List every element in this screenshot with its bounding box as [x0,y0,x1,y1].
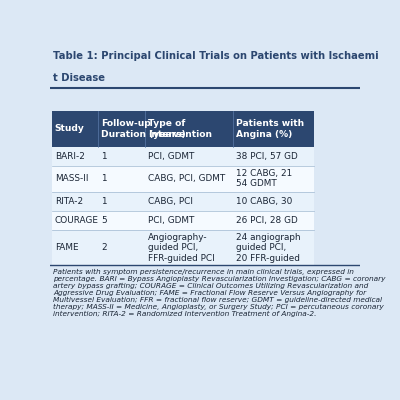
Text: 1: 1 [101,174,107,183]
Bar [52,192,314,211]
Bar [50,48,360,88]
Text: 5: 5 [101,216,107,225]
Bar [52,166,314,192]
Bar [52,146,314,166]
Text: CABG, PCI: CABG, PCI [148,197,193,206]
Bar [52,111,98,146]
Text: Table 1: Principal Clinical Trials on Patients with Ischaemi: Table 1: Principal Clinical Trials on Pa… [53,51,379,61]
Text: Type of
Intervention: Type of Intervention [148,119,212,138]
Text: t Disease: t Disease [53,73,105,83]
Bar [52,230,314,266]
Text: COURAGE: COURAGE [55,216,99,225]
Text: 1: 1 [101,152,107,161]
Bar [98,111,144,146]
Text: Patients with symptom persistence/recurrence in main clinical trials, expressed : Patients with symptom persistence/recurr… [53,268,386,318]
Text: 38 PCI, 57 GD: 38 PCI, 57 GD [236,152,298,161]
Text: 2: 2 [101,243,107,252]
Text: RITA-2: RITA-2 [55,197,83,206]
Text: 1: 1 [101,197,107,206]
Text: 10 CABG, 30: 10 CABG, 30 [236,197,292,206]
Bar [144,111,233,146]
Text: PCI, GDMT: PCI, GDMT [148,152,194,161]
Text: FAME: FAME [55,243,78,252]
Text: Angiography-
guided PCI,
FFR-guided PCI: Angiography- guided PCI, FFR-guided PCI [148,233,214,263]
Bar [233,111,314,146]
Text: Study: Study [55,124,84,133]
Text: Follow-up
Duration (years): Follow-up Duration (years) [101,119,186,138]
Text: Patients with
Angina (%): Patients with Angina (%) [236,119,304,138]
Text: PCI, GDMT: PCI, GDMT [148,216,194,225]
Text: 12 CABG, 21
54 GDMT: 12 CABG, 21 54 GDMT [236,169,292,188]
Text: 26 PCI, 28 GD: 26 PCI, 28 GD [236,216,298,225]
Text: BARI-2: BARI-2 [55,152,84,161]
Bar [52,211,314,230]
Text: MASS-II: MASS-II [55,174,88,183]
Text: CABG, PCI, GDMT: CABG, PCI, GDMT [148,174,225,183]
Text: 24 angiograph
guided PCI,
20 FFR-guided: 24 angiograph guided PCI, 20 FFR-guided [236,233,301,263]
